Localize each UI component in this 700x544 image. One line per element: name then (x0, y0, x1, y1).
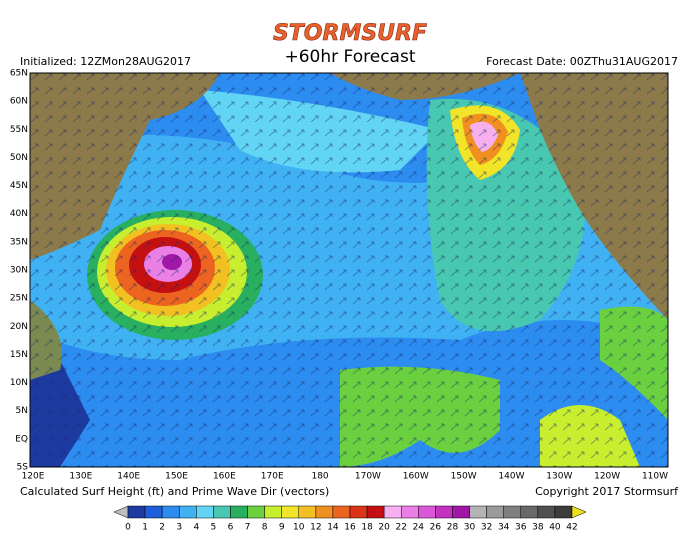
lon-labels: 120E 130E 140E 150E 160E 170E 180 170W 160W 150W 1… (22, 472, 669, 482)
legend-label: 5 (211, 523, 217, 533)
legend-swatch (520, 505, 539, 519)
legend-end (571, 505, 587, 519)
legend-label: 6 (228, 523, 234, 533)
legend-swatch (400, 505, 419, 519)
lat-label: 65N (10, 69, 28, 79)
caption: Calculated Surf Height (ft) and Prime Wa… (20, 485, 329, 498)
lon-label: 110W (642, 472, 668, 482)
legend-label: 9 (279, 523, 285, 533)
legend-swatch (247, 505, 265, 519)
color-legend: 0 1 2 3 4 5 6 7 8 9 10 12 14 16 18 20 22 24 26 28 30 32 34 36 38… (113, 505, 587, 533)
legend-label: 34 (498, 523, 510, 533)
lon-label: 160E (213, 472, 236, 482)
legend-label: 40 (549, 523, 561, 533)
lon-label: 180 (311, 472, 328, 482)
legend-swatch (435, 505, 453, 519)
legend-label: 12 (310, 523, 321, 533)
lat-labels: 65N 60N 55N 50N 45N 40N 35N 30N 25N 20N 15N 10N 5N EQ… (10, 69, 28, 473)
legend-label: 24 (413, 523, 425, 533)
legend-swatch (230, 505, 248, 519)
lon-label: 150E (165, 472, 188, 482)
map (30, 73, 668, 467)
legend-label: 26 (430, 523, 442, 533)
lon-label: 170W (355, 472, 381, 482)
lat-label: 50N (10, 153, 28, 163)
lat-label: 10N (10, 378, 28, 388)
lon-label: 130W (546, 472, 572, 482)
legend-label: 4 (193, 523, 199, 533)
legend-label: 22 (396, 523, 407, 533)
lat-label: 20N (10, 322, 28, 332)
legend-label: 0 (125, 523, 131, 533)
legend-label: 7 (245, 523, 251, 533)
legend-swatch (554, 505, 573, 519)
legend-label: 36 (515, 523, 527, 533)
legend-label: 38 (532, 523, 544, 533)
lon-label: 140E (117, 472, 140, 482)
legend-end (113, 505, 129, 519)
lat-label: 5N (16, 406, 28, 416)
legend-swatch (264, 505, 282, 519)
legend-label: 3 (176, 523, 182, 533)
legend-swatch (537, 505, 556, 519)
lat-label: EQ (15, 434, 28, 444)
legend-label: 20 (378, 523, 390, 533)
legend-swatch (161, 505, 180, 519)
lat-label: 15N (10, 350, 28, 360)
legend-swatch (469, 505, 487, 519)
legend-swatch (349, 505, 368, 519)
legend-label: 10 (293, 523, 305, 533)
lat-label: 5S (17, 463, 29, 473)
lon-label: 120W (594, 472, 620, 482)
legend-swatch (503, 505, 522, 519)
copyright: Copyright 2017 Stormsurf (535, 485, 679, 498)
legend-label: 14 (327, 523, 339, 533)
lon-label: 160W (403, 472, 429, 482)
lat-label: 45N (10, 181, 28, 191)
map-frame (29, 72, 669, 468)
legend-swatch (366, 505, 385, 519)
title: +60hr Forecast (285, 47, 416, 67)
initialized: Initialized: 12ZMon28AUG2017 (20, 55, 191, 68)
legend-label: 32 (481, 523, 492, 533)
lat-label: 55N (10, 125, 28, 135)
lon-label: 140W (498, 472, 524, 482)
lon-label: 170E (261, 472, 284, 482)
legend-swatch (127, 505, 146, 519)
legend-label: 30 (464, 523, 476, 533)
lat-label: 35N (10, 237, 28, 247)
lat-label: 40N (10, 209, 28, 219)
lat-label: 25N (10, 294, 28, 304)
legend-swatch (486, 505, 504, 519)
legend-swatch (298, 505, 317, 519)
lat-label: 60N (10, 97, 28, 107)
legend-label: 16 (344, 523, 356, 533)
legend-swatch (178, 505, 197, 519)
legend-swatch (452, 505, 470, 519)
legend-label: 18 (361, 523, 373, 533)
legend-swatch (332, 505, 351, 519)
legend-label: 28 (447, 523, 459, 533)
legend-swatch (196, 505, 214, 519)
lat-label: 30N (10, 266, 28, 276)
legend-label: 8 (262, 523, 268, 533)
lon-label: 150W (451, 472, 477, 482)
legend-label: 2 (159, 523, 165, 533)
legend-swatch (144, 505, 163, 519)
legend-swatch (213, 505, 231, 519)
legend-label: 1 (142, 523, 148, 533)
legend-swatch (383, 505, 402, 519)
legend-swatch (281, 505, 300, 519)
legend-label: 42 (566, 523, 577, 533)
lon-label: 130E (69, 472, 92, 482)
lon-label: 120E (22, 472, 45, 482)
logo: STORMSURF (273, 21, 427, 46)
legend-swatch (418, 505, 436, 519)
forecast-date: Forecast Date: 00ZThu31AUG2017 (486, 55, 678, 68)
legend-swatch (315, 505, 334, 519)
